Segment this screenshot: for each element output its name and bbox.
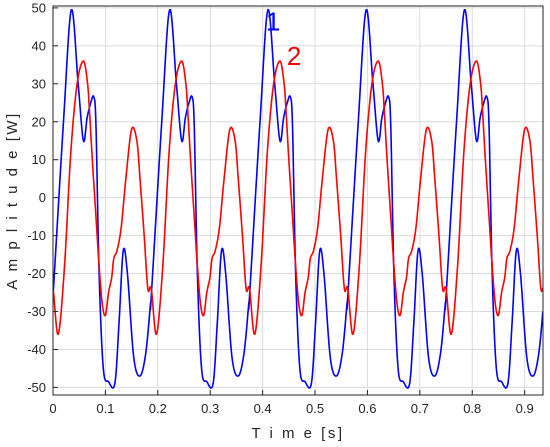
x-tick-label: 0.5 [306, 401, 324, 416]
series-layer [53, 8, 543, 389]
y-tick-label: -10 [27, 228, 46, 243]
y-tick-label: 50 [32, 0, 46, 15]
y-tick-label: 30 [32, 76, 46, 91]
x-axis-ticks: 0 0.1 0.2 0.3 0.4 0.5 0.6 0.7 0.8 0.9 [49, 390, 534, 416]
series-1-line [53, 8, 543, 389]
x-axis-label: T i m e [s] [251, 425, 344, 442]
y-tick-label: 10 [32, 152, 46, 167]
x-tick-label: 0.4 [254, 401, 272, 416]
x-tick-label: 0.3 [201, 401, 219, 416]
x-tick-label: 0.8 [463, 401, 481, 416]
series-2-line [53, 60, 543, 336]
y-tick-label: 0 [39, 190, 46, 205]
plot-frame [52, 5, 544, 396]
x-tick-label: 0.6 [358, 401, 376, 416]
x-tick-label: 0 [49, 401, 56, 416]
y-tick-label: -40 [27, 342, 46, 357]
y-tick-label: 20 [32, 114, 46, 129]
y-tick-label: 40 [32, 38, 46, 53]
y-tick-label: -20 [27, 266, 46, 281]
annotation-layer: 12 [266, 7, 301, 71]
y-axis-label: A m p l i t u d e [W] [4, 111, 21, 289]
x-tick-label: 0.2 [149, 401, 167, 416]
y-axis-ticks: -50 -40 -30 -20 -10 0 10 20 30 40 50 [27, 0, 58, 395]
grid [52, 6, 543, 395]
x-tick-label: 0.9 [516, 401, 534, 416]
y-tick-label: -30 [27, 304, 46, 319]
series-2-label: 2 [287, 41, 301, 71]
series-1-label: 1 [266, 7, 280, 37]
x-tick-label: 0.1 [96, 401, 114, 416]
x-tick-label: 0.7 [411, 401, 429, 416]
y-tick-label: -50 [27, 380, 46, 395]
